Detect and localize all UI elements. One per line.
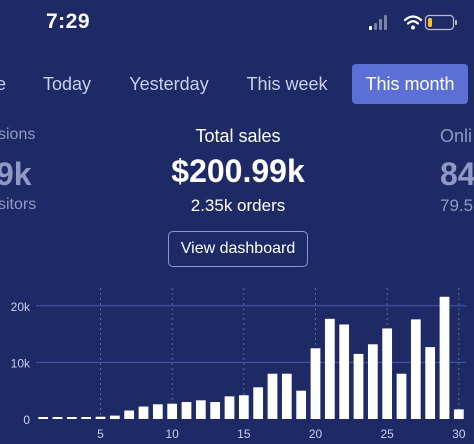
bar-day-28: [425, 347, 436, 419]
x-tick-label: 15: [237, 427, 251, 441]
bar-day-20: [310, 348, 321, 419]
tab-this-month[interactable]: This month: [352, 64, 468, 104]
y-tick-label: 0: [23, 413, 30, 427]
bar-day-21: [324, 318, 335, 419]
wifi-icon: [403, 15, 423, 30]
x-tick-label: 20: [309, 427, 323, 441]
tab-partial[interactable]: e: [0, 74, 7, 94]
bar-day-11: [181, 402, 192, 419]
bar-day-6: [109, 415, 120, 419]
bar-day-9: [152, 404, 163, 419]
bar-day-16: [253, 387, 264, 419]
x-tick-label: 30: [452, 427, 466, 441]
tab-this-week[interactable]: This week: [246, 74, 328, 94]
bar-day-3: [66, 417, 77, 419]
bar-day-15: [238, 395, 249, 419]
bar-day-7: [124, 410, 135, 419]
bar-day-13: [210, 402, 221, 419]
x-tick-label: 25: [380, 427, 394, 441]
bar-day-25: [382, 328, 393, 419]
stat-right-label: Onli: [440, 126, 473, 146]
orders-count: 2.35k orders: [190, 196, 286, 215]
cellular-signal-icon: [369, 15, 387, 30]
bar-day-27: [410, 319, 421, 419]
period-tabs: e Today Yesterday This week This month: [0, 64, 474, 106]
stat-left-sub: sitors: [0, 196, 37, 213]
stat-left-value: 9k: [0, 156, 32, 192]
bar-day-10: [167, 403, 178, 419]
status-time: 7:29: [46, 10, 91, 33]
bar-day-8: [138, 406, 149, 419]
tab-yesterday[interactable]: Yesterday: [129, 74, 209, 94]
y-tick-label: 20k: [11, 300, 31, 314]
x-tick-label: 10: [165, 427, 179, 441]
stat-left-label: sions: [0, 126, 36, 143]
bar-day-23: [353, 353, 364, 419]
bar-day-2: [52, 417, 63, 419]
x-tick-label: 5: [97, 427, 104, 441]
stats-row: sions 9k sitors Total sales $200.99k 2.3…: [0, 122, 474, 222]
status-bar: 7:29: [0, 0, 474, 44]
total-sales-label: Total sales: [195, 126, 281, 146]
view-dashboard-button[interactable]: View dashboard: [168, 231, 308, 267]
bar-day-4: [81, 417, 92, 419]
system-icons: [369, 14, 457, 31]
stat-right-value: 84: [440, 156, 474, 192]
total-sales-value: $200.99k: [171, 153, 305, 189]
bar-day-26: [396, 373, 407, 419]
sales-bar-chart: 0 10k 20k 5 10 15 20 25 30: [11, 288, 466, 441]
bar-day-30: [453, 409, 464, 419]
tab-today[interactable]: Today: [42, 74, 92, 94]
bar-day-17: [267, 373, 278, 419]
bar-day-1: [38, 417, 49, 419]
bar-day-12: [195, 400, 206, 419]
bar-day-24: [367, 344, 378, 419]
bar-day-22: [339, 324, 350, 419]
y-tick-label: 10k: [11, 356, 31, 370]
total-sales-stat: Total sales $200.99k 2.35k orders: [120, 122, 356, 216]
battery-icon: [424, 14, 457, 31]
bar-day-19: [296, 390, 307, 419]
stat-right-sub: 79.5: [440, 196, 474, 215]
bar-day-14: [224, 396, 235, 419]
bar-day-29: [439, 296, 450, 419]
bar-day-18: [281, 373, 292, 419]
bar-day-5: [95, 416, 106, 419]
